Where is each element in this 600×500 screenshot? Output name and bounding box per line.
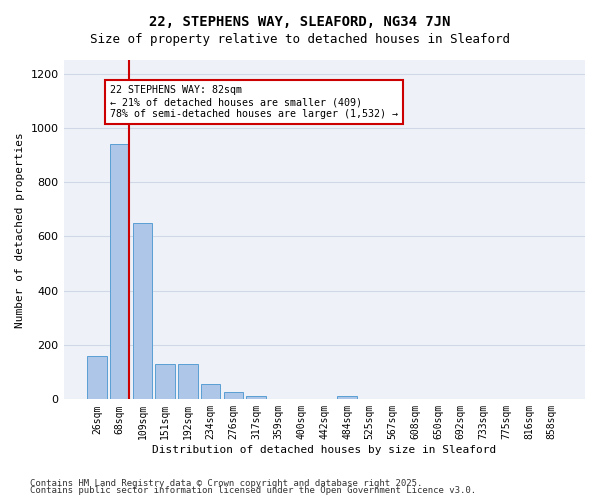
Bar [224, 392, 243, 400]
Text: Contains public sector information licensed under the Open Government Licence v3: Contains public sector information licen… [30, 486, 476, 495]
Bar [247, 396, 266, 400]
Text: 22 STEPHENS WAY: 82sqm
← 21% of detached houses are smaller (409)
78% of semi-de: 22 STEPHENS WAY: 82sqm ← 21% of detached… [110, 86, 398, 118]
Text: 22, STEPHENS WAY, SLEAFORD, NG34 7JN: 22, STEPHENS WAY, SLEAFORD, NG34 7JN [149, 15, 451, 29]
Bar [178, 364, 197, 400]
Bar [201, 384, 220, 400]
Text: Contains HM Land Registry data © Crown copyright and database right 2025.: Contains HM Land Registry data © Crown c… [30, 478, 422, 488]
Bar [133, 223, 152, 400]
Bar [110, 144, 130, 400]
Bar [337, 396, 356, 400]
Bar [155, 364, 175, 400]
Y-axis label: Number of detached properties: Number of detached properties [15, 132, 25, 328]
Text: Size of property relative to detached houses in Sleaford: Size of property relative to detached ho… [90, 32, 510, 46]
Bar [87, 356, 107, 400]
X-axis label: Distribution of detached houses by size in Sleaford: Distribution of detached houses by size … [152, 445, 496, 455]
